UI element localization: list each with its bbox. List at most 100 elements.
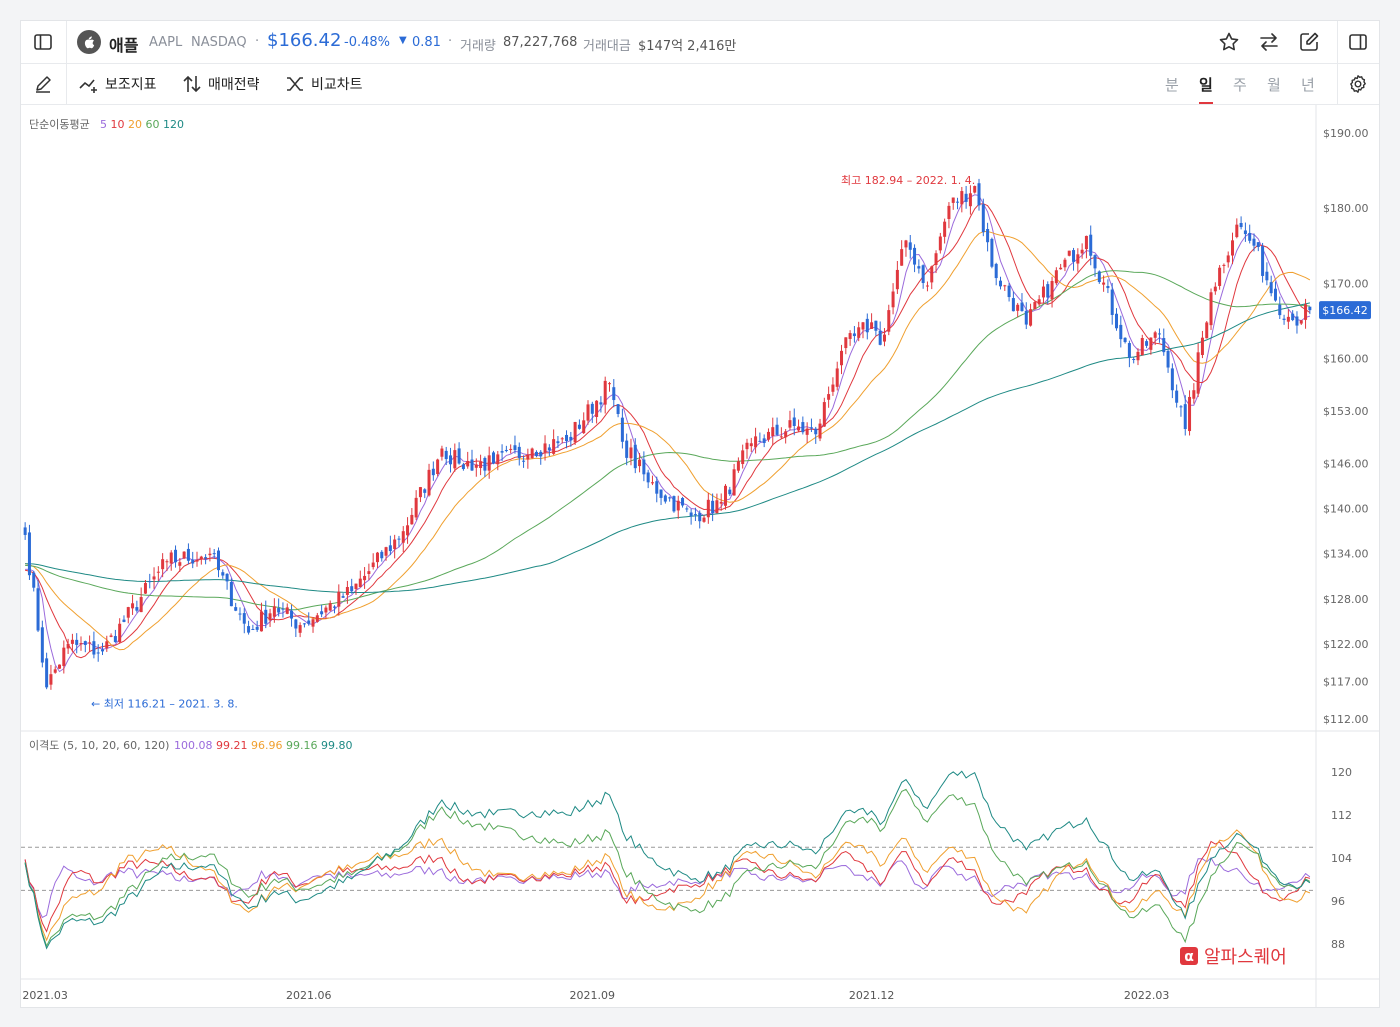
drawing-pen-icon[interactable] bbox=[31, 72, 55, 96]
candle-body bbox=[711, 500, 715, 514]
separator-dot: · bbox=[255, 34, 260, 49]
candle-body bbox=[874, 320, 878, 331]
candle-body bbox=[681, 498, 685, 506]
candle-body bbox=[1157, 333, 1161, 335]
candle-body bbox=[762, 438, 766, 444]
candle-body bbox=[1020, 302, 1024, 312]
candle-body bbox=[672, 496, 676, 512]
candle-body bbox=[487, 455, 491, 471]
timeframe-day[interactable]: 일 bbox=[1199, 64, 1213, 104]
candle-body bbox=[1299, 320, 1303, 324]
indicator-button[interactable]: 보조지표 bbox=[79, 64, 157, 104]
candle-body bbox=[891, 291, 895, 308]
candle-body bbox=[135, 607, 139, 611]
candle-body bbox=[40, 627, 44, 663]
candle-body bbox=[904, 240, 908, 248]
candle-body bbox=[857, 327, 861, 338]
swap-icon[interactable] bbox=[1257, 30, 1281, 54]
panel-toggle-icon[interactable] bbox=[1346, 30, 1370, 54]
y-axis-tick-label: $117.00 bbox=[1323, 675, 1369, 688]
candle-body bbox=[775, 424, 779, 435]
disparity-tick-label: 112 bbox=[1331, 809, 1352, 822]
candle-body bbox=[427, 469, 431, 496]
candle-body bbox=[732, 469, 736, 496]
candle-body bbox=[766, 431, 770, 440]
candle-body bbox=[986, 229, 990, 243]
star-icon[interactable] bbox=[1217, 30, 1241, 54]
candle-body bbox=[745, 442, 749, 450]
candle-body bbox=[1308, 306, 1312, 311]
timeframe-minute[interactable]: 분 bbox=[1165, 75, 1179, 94]
disparity-legend-value: 99.16 bbox=[283, 739, 318, 752]
compare-icon bbox=[287, 77, 303, 91]
candle-body bbox=[496, 454, 500, 465]
candle-body bbox=[1153, 332, 1157, 338]
candle-body bbox=[281, 608, 285, 610]
candle-body bbox=[272, 606, 276, 617]
candle-body bbox=[328, 603, 332, 611]
down-triangle-icon: ▼ bbox=[399, 35, 407, 46]
candle-body bbox=[1269, 282, 1273, 294]
candle-body bbox=[693, 514, 697, 516]
candle-body bbox=[397, 538, 401, 540]
candle-body bbox=[1304, 304, 1308, 320]
price-chart[interactable]: $190.00 $180.00 $170.00 $160.00 $153.00 $146.… bbox=[21, 105, 1379, 1007]
candle-body bbox=[788, 420, 792, 428]
candle-body bbox=[1170, 368, 1174, 391]
candle-body bbox=[728, 489, 732, 495]
candle-body bbox=[1037, 299, 1041, 305]
candle-body bbox=[1106, 285, 1110, 289]
candle-body bbox=[1080, 249, 1084, 254]
ma-line-120 bbox=[25, 302, 1311, 593]
candle-body bbox=[1029, 309, 1033, 326]
candle-body bbox=[62, 647, 66, 666]
timeframe-month[interactable]: 월 bbox=[1267, 75, 1281, 94]
compare-button[interactable]: 비교차트 bbox=[285, 64, 363, 104]
settings-gear-icon[interactable] bbox=[1346, 72, 1370, 96]
candle-body bbox=[625, 440, 629, 458]
candle-body bbox=[83, 641, 87, 645]
candle-body bbox=[947, 205, 951, 220]
candle-body bbox=[1183, 404, 1187, 430]
candle-body bbox=[913, 247, 917, 265]
disparity-line-20 bbox=[24, 829, 1311, 942]
candle-body bbox=[1239, 222, 1243, 228]
candle-body bbox=[784, 431, 788, 438]
candle-body bbox=[320, 611, 324, 615]
disparity-tick-label: 96 bbox=[1331, 895, 1345, 908]
candle-body bbox=[797, 426, 801, 431]
chart-window: 애플 AAPL NASDAQ · $166.42 -0.48% ▼ 0.81 ·… bbox=[20, 20, 1380, 1008]
apple-logo-icon bbox=[77, 30, 101, 54]
candle-body bbox=[1097, 271, 1101, 283]
candle-body bbox=[552, 439, 556, 454]
candle-body bbox=[113, 636, 117, 643]
candle-body bbox=[560, 438, 564, 440]
candle-body bbox=[208, 553, 212, 556]
candle-body bbox=[603, 380, 607, 405]
sidebar-toggle-icon[interactable] bbox=[31, 30, 55, 54]
candle-body bbox=[32, 572, 36, 588]
timeframe-week[interactable]: 주 bbox=[1233, 75, 1247, 94]
disparity-legend-value: 96.96 bbox=[248, 739, 283, 752]
alphasquare-logo-icon bbox=[1180, 947, 1198, 965]
ma-legend-period: 120 bbox=[160, 118, 185, 131]
candle-body bbox=[1123, 337, 1127, 343]
candle-body bbox=[45, 658, 49, 688]
candle-body bbox=[444, 450, 448, 460]
low-annotation: ← 최저 116.21 – 2021. 3. 8. bbox=[91, 697, 238, 710]
candle-body bbox=[689, 512, 693, 517]
edit-icon[interactable] bbox=[1297, 30, 1321, 54]
candle-body bbox=[1063, 259, 1067, 268]
y-axis-tick-label: $134.00 bbox=[1323, 548, 1369, 561]
disparity-tick-label: 104 bbox=[1331, 852, 1352, 865]
timeframe-year[interactable]: 년 bbox=[1301, 75, 1315, 94]
candle-body bbox=[1188, 396, 1192, 432]
candle-body bbox=[410, 514, 414, 525]
strategy-button[interactable]: 매매전략 bbox=[182, 64, 260, 104]
candle-body bbox=[951, 197, 955, 203]
candle-body bbox=[49, 674, 53, 685]
candle-body bbox=[1265, 271, 1269, 281]
stock-name: 애플 bbox=[109, 36, 139, 55]
candle-body bbox=[380, 551, 384, 559]
candle-body bbox=[483, 457, 487, 471]
